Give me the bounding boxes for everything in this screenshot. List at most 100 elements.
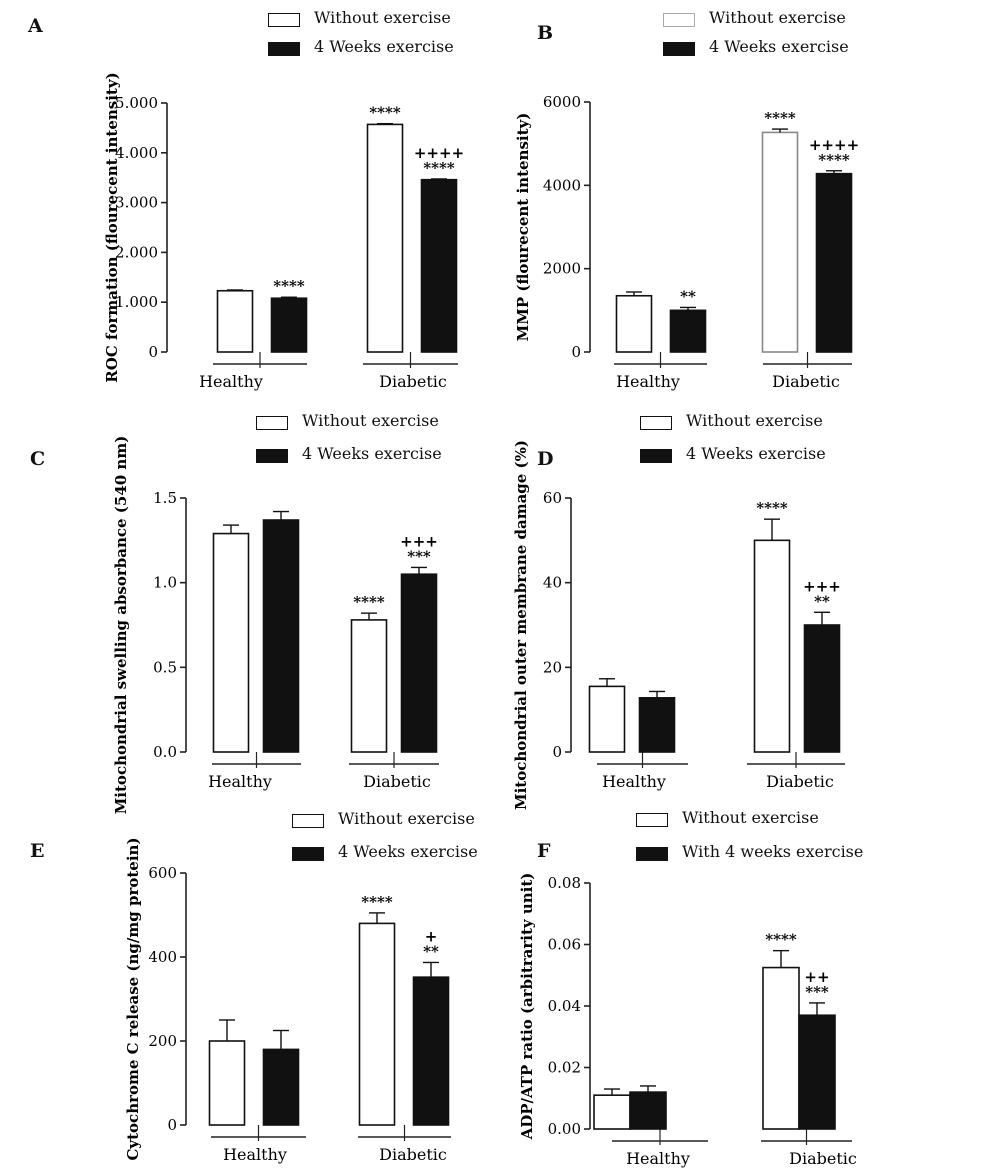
y-axis-label: Mitochondrial outer membrane damage (%)	[512, 440, 530, 810]
y-tick-label: 1.0	[153, 574, 177, 592]
y-tick-label: 400	[148, 948, 177, 966]
legend-swatch-filled	[268, 42, 300, 56]
legend-swatch-open	[663, 13, 695, 27]
panel-letter: C	[30, 448, 46, 470]
bar	[350, 619, 388, 753]
y-axis-label: ROC formation (flourecent intensity)	[103, 72, 121, 382]
y-tick-label: 0.0	[153, 743, 177, 761]
x-tick-label: Diabetic	[379, 1145, 447, 1164]
bar	[615, 294, 653, 353]
x-tick-label: Healthy	[208, 772, 272, 791]
bar	[212, 532, 250, 753]
legend-swatch-filled	[636, 847, 668, 861]
legend-swatch-open	[640, 416, 672, 430]
x-tick-label: Healthy	[602, 772, 666, 791]
legend-label: Without exercise	[302, 411, 439, 430]
bar	[593, 1094, 631, 1130]
bar	[588, 685, 626, 753]
y-tick-label: 40	[543, 574, 562, 592]
y-tick-label: 0.00	[548, 1120, 581, 1138]
significance-mark: ****	[765, 931, 797, 949]
significance-mark: ****	[756, 499, 788, 517]
panel-letter: E	[30, 840, 45, 862]
significance-mark-plus: +++	[803, 577, 841, 595]
significance-mark: ****	[361, 893, 393, 911]
y-tick-label: 0	[552, 743, 562, 761]
y-tick-label: 0.5	[153, 658, 177, 676]
significance-mark: ****	[369, 104, 401, 122]
y-tick-label: 0	[571, 343, 581, 361]
y-tick-label: 3.000	[115, 194, 158, 212]
bar	[216, 289, 254, 353]
legend-label: 4 Weeks exercise	[686, 444, 826, 463]
bar	[669, 309, 707, 353]
panel-letter: F	[537, 840, 551, 862]
bar	[815, 172, 853, 353]
y-tick-label: 600	[148, 864, 177, 882]
bar	[262, 1048, 300, 1126]
significance-mark: **	[423, 942, 439, 960]
x-tick-label: Diabetic	[379, 372, 447, 391]
legend-label: 4 Weeks exercise	[314, 37, 454, 56]
x-tick-label: Diabetic	[772, 372, 840, 391]
x-tick-label: Healthy	[223, 1145, 287, 1164]
bar	[262, 519, 300, 753]
y-tick-label: 5.000	[115, 94, 158, 112]
y-tick-label: 0	[148, 343, 158, 361]
y-tick-label: 0.08	[548, 874, 581, 892]
legend-label: Without exercise	[686, 411, 823, 430]
bar	[420, 178, 458, 353]
x-tick-label: Healthy	[199, 372, 263, 391]
significance-mark-plus: +	[425, 927, 438, 945]
bar	[208, 1040, 246, 1126]
bar	[762, 966, 800, 1130]
legend-label: Without exercise	[314, 8, 451, 27]
y-axis-label: ADP/ATP ratio (arbitrarity unit)	[518, 873, 536, 1141]
panel-letter: D	[537, 448, 554, 470]
significance-mark: ****	[423, 159, 455, 177]
significance-mark: ****	[353, 593, 385, 611]
significance-mark-plus: ++++	[809, 136, 859, 154]
legend-swatch-filled	[640, 449, 672, 463]
y-tick-label: 20	[543, 658, 562, 676]
y-tick-label: 60	[543, 489, 562, 507]
significance-mark-plus: ++	[804, 968, 829, 986]
legend-swatch-open	[256, 416, 288, 430]
legend-label: 4 Weeks exercise	[709, 37, 849, 56]
legend-swatch-filled	[292, 847, 324, 861]
y-tick-label: 1.5	[153, 489, 177, 507]
x-tick-label: Healthy	[616, 372, 680, 391]
y-axis-label: Mitochondrial swelling absorbance (540 n…	[112, 436, 130, 815]
y-axis-label: Cytochrome C release (ng/mg protein)	[124, 837, 142, 1160]
significance-mark-plus: +++	[400, 532, 438, 550]
legend-label: 4 Weeks exercise	[338, 842, 478, 861]
significance-mark: **	[814, 592, 830, 610]
significance-mark: ****	[764, 109, 796, 127]
legend-swatch-open	[292, 814, 324, 828]
significance-mark: **	[680, 287, 696, 305]
x-tick-label: Diabetic	[766, 772, 834, 791]
legend-swatch-open	[636, 813, 668, 827]
y-tick-label: 4.000	[115, 144, 158, 162]
x-tick-label: Diabetic	[363, 772, 431, 791]
bar	[270, 297, 308, 353]
legend-swatch-filled	[663, 42, 695, 56]
legend-swatch-filled	[256, 449, 288, 463]
panel-letter: A	[28, 15, 43, 37]
y-tick-label: 1.000	[115, 293, 158, 311]
panel-letter: B	[537, 22, 554, 44]
legend-label: With 4 weeks exercise	[682, 842, 864, 861]
legend-label: 4 Weeks exercise	[302, 444, 442, 463]
y-tick-label: 2000	[543, 260, 581, 278]
y-tick-label: 6000	[543, 93, 581, 111]
significance-mark: ***	[407, 547, 431, 565]
y-tick-label: 4000	[543, 176, 581, 194]
legend-label: Without exercise	[338, 809, 475, 828]
x-tick-label: Healthy	[626, 1149, 690, 1168]
y-tick-label: 0	[167, 1116, 177, 1134]
